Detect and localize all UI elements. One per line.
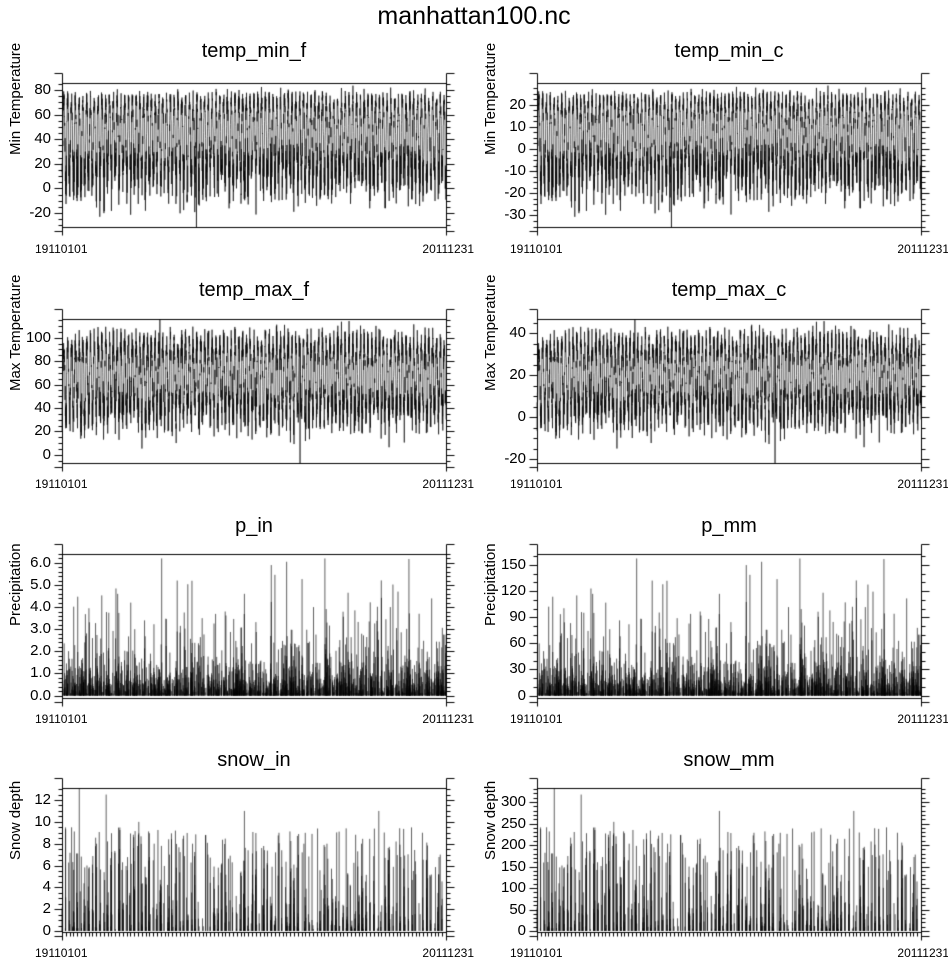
- y-tick-label: 60: [34, 106, 51, 123]
- y-tick-label: 150: [500, 858, 526, 875]
- y-tick-label: 100: [25, 329, 51, 346]
- x-axis-end-label: 20111231: [422, 242, 474, 256]
- plot-title-temp_max_c: temp_max_c: [671, 279, 787, 301]
- y-tick-label: 90: [509, 608, 526, 625]
- figure-title: manhattan100.nc: [377, 2, 571, 30]
- y-tick-label: 6.0: [30, 554, 51, 571]
- y-tick-label: -20: [504, 184, 526, 201]
- y-tick-label: 0: [42, 179, 51, 196]
- y-tick-label: 0: [517, 687, 526, 704]
- x-axis-end-label: 20111231: [897, 477, 948, 491]
- y-tick-label: 0: [42, 922, 51, 939]
- x-axis-end-label: 20111231: [422, 946, 474, 960]
- x-axis-start-label: 19110101: [35, 242, 88, 256]
- y-tick-label: 50: [509, 901, 526, 918]
- y-tick-label: 0: [517, 922, 526, 939]
- y-tick-label: 300: [500, 793, 526, 810]
- y-tick-label: 12: [34, 791, 51, 808]
- y-tick-label: -20: [29, 204, 51, 221]
- x-axis-end-label: 20111231: [422, 477, 474, 491]
- y-tick-label: 10: [509, 118, 526, 135]
- x-axis-end-label: 20111231: [422, 712, 474, 726]
- y-tick-label: 150: [500, 556, 526, 573]
- x-axis-start-label: 19110101: [510, 242, 563, 256]
- y-tick-label: 120: [500, 582, 526, 599]
- x-axis-start-label: 19110101: [35, 712, 88, 726]
- y-tick-label: 30: [509, 660, 526, 677]
- y-tick-label: 4: [42, 878, 51, 895]
- y-tick-label: -10: [504, 162, 526, 179]
- plot-title-snow_mm: snow_mm: [683, 749, 775, 771]
- y-tick-label: 80: [34, 352, 51, 369]
- y-tick-label: 2: [42, 900, 51, 917]
- y-tick-label: 40: [34, 399, 51, 416]
- y-tick-label: 100: [500, 879, 526, 896]
- plot-title-temp_max_f: temp_max_f: [198, 279, 310, 301]
- x-axis-start-label: 19110101: [510, 712, 563, 726]
- plot-title-temp_min_f: temp_min_f: [201, 40, 307, 62]
- y-tick-label: 60: [34, 376, 51, 393]
- x-axis-end-label: 20111231: [897, 712, 948, 726]
- y-tick-label: 10: [34, 813, 51, 830]
- x-axis-start-label: 19110101: [35, 477, 88, 491]
- y-tick-label: 0: [517, 408, 526, 425]
- y-tick-label: 40: [509, 324, 526, 341]
- y-tick-label: 0: [42, 446, 51, 463]
- y-tick-label: 20: [509, 366, 526, 383]
- y-tick-label: 8: [42, 835, 51, 852]
- y-tick-label: 2.0: [30, 642, 51, 659]
- y-tick-label: 20: [509, 96, 526, 113]
- y-tick-label: 6: [42, 857, 51, 874]
- x-axis-start-label: 19110101: [510, 477, 563, 491]
- y-tick-label: 40: [34, 130, 51, 147]
- y-tick-label: 0.0: [30, 687, 51, 704]
- y-tick-label: 5.0: [30, 576, 51, 593]
- y-tick-label: -20: [504, 450, 526, 467]
- plot-title-p_mm: p_mm: [701, 515, 757, 537]
- y-tick-label: 250: [500, 815, 526, 832]
- y-tick-label: 20: [34, 422, 51, 439]
- y-tick-label: 200: [500, 836, 526, 853]
- x-axis-start-label: 19110101: [510, 946, 563, 960]
- y-tick-label: 0: [517, 140, 526, 157]
- y-tick-label: 1.0: [30, 664, 51, 681]
- y-tick-label: 20: [34, 155, 51, 172]
- y-tick-label: 3.0: [30, 620, 51, 637]
- y-tick-label: -30: [504, 206, 526, 223]
- x-axis-end-label: 20111231: [897, 242, 948, 256]
- plot-title-p_in: p_in: [235, 515, 273, 537]
- plot-title-snow_in: snow_in: [217, 749, 291, 771]
- y-tick-label: 60: [509, 634, 526, 651]
- y-tick-label: 4.0: [30, 598, 51, 615]
- x-axis-start-label: 19110101: [35, 946, 88, 960]
- plot-title-temp_min_c: temp_min_c: [674, 40, 784, 62]
- y-tick-label: 80: [34, 81, 51, 98]
- x-axis-end-label: 20111231: [897, 946, 948, 960]
